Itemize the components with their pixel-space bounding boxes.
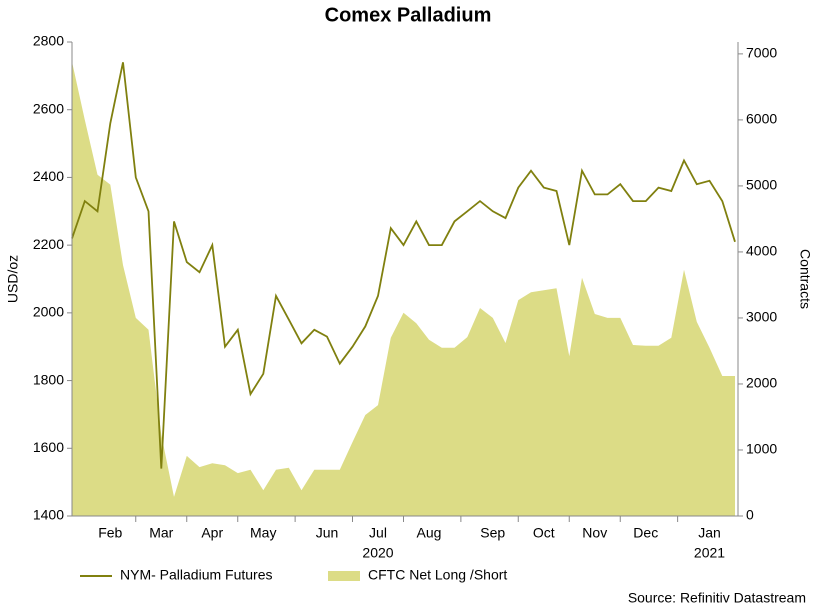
x-tick-label: Jan: [698, 525, 721, 541]
legend-label: NYM- Palladium Futures: [120, 567, 273, 583]
y2-axis-label: Contracts: [797, 249, 813, 309]
y2-tick-label: 0: [746, 507, 754, 523]
x-tick-label: Feb: [98, 525, 122, 541]
y2-tick-label: 1000: [746, 441, 777, 457]
y-tick-label: 2200: [33, 236, 64, 252]
x-tick-label: Mar: [149, 525, 173, 541]
y2-tick-label: 3000: [746, 309, 777, 325]
y-tick-label: 1600: [33, 439, 64, 455]
legend-swatch: [328, 571, 360, 581]
x-tick-label: Aug: [417, 525, 442, 541]
x-tick-label: Sep: [480, 525, 505, 541]
x-tick-label: May: [250, 525, 276, 541]
source: Source: Refinitiv Datastream: [628, 590, 806, 606]
chart-title: Comex Palladium: [325, 4, 492, 26]
y-tick-label: 1800: [33, 371, 64, 387]
y-tick-label: 1400: [33, 507, 64, 523]
y-tick-label: 2800: [33, 33, 64, 49]
y-tick-label: 2000: [33, 304, 64, 320]
y-axis-label: USD/oz: [5, 255, 21, 303]
y2-tick-label: 5000: [746, 177, 777, 193]
x-year-label: 2020: [362, 545, 393, 561]
x-tick-label: Apr: [201, 525, 223, 541]
y2-tick-label: 6000: [746, 111, 777, 127]
y2-tick-label: 4000: [746, 243, 777, 259]
x-tick-label: Jul: [369, 525, 387, 541]
y-tick-label: 2600: [33, 100, 64, 116]
x-year-label: 2021: [694, 545, 725, 561]
line: [71, 62, 736, 469]
legend-label: CFTC Net Long /Short: [368, 567, 507, 583]
area: [72, 61, 735, 517]
y2-tick-label: 2000: [746, 375, 777, 391]
x-tick-label: Oct: [533, 525, 555, 541]
x-tick-label: Jun: [316, 525, 339, 541]
y-tick-label: 2400: [33, 168, 64, 184]
y2-tick-label: 7000: [746, 45, 777, 61]
x-tick-label: Nov: [582, 525, 607, 541]
x-tick-label: Dec: [633, 525, 658, 541]
